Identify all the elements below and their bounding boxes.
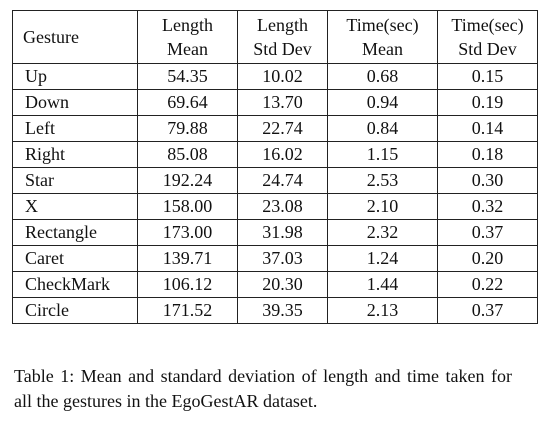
gesture-name-cell: Circle bbox=[12, 297, 138, 324]
table-row: Left 79.88 22.74 0.84 0.14 bbox=[12, 115, 538, 142]
length-std-dev-cell: 22.74 bbox=[237, 115, 328, 142]
time-std-dev-cell: 0.19 bbox=[437, 89, 538, 116]
time-std-dev-cell: 0.20 bbox=[437, 245, 538, 272]
time-mean-cell: 0.94 bbox=[327, 89, 438, 116]
gesture-name-cell: Caret bbox=[12, 245, 138, 272]
length-mean-cell: 54.35 bbox=[137, 63, 238, 90]
length-mean-cell: 173.00 bbox=[137, 219, 238, 246]
length-std-dev-cell: 31.98 bbox=[237, 219, 328, 246]
time-std-dev-cell: 0.14 bbox=[437, 115, 538, 142]
header-time-mean: Time(sec) Mean bbox=[327, 10, 438, 64]
time-std-dev-cell: 0.30 bbox=[437, 167, 538, 194]
gesture-name-cell: Up bbox=[12, 63, 138, 90]
table-row: Right 85.08 16.02 1.15 0.18 bbox=[12, 141, 538, 168]
header-line1: Length bbox=[162, 15, 213, 35]
length-mean-cell: 85.08 bbox=[137, 141, 238, 168]
header-line2: Std Dev bbox=[253, 39, 312, 59]
time-mean-cell: 2.32 bbox=[327, 219, 438, 246]
time-mean-cell: 0.68 bbox=[327, 63, 438, 90]
length-std-dev-cell: 20.30 bbox=[237, 271, 328, 298]
header-row: Gesture Length Mean Length Std Dev Time(… bbox=[12, 10, 538, 64]
length-mean-cell: 158.00 bbox=[137, 193, 238, 220]
gesture-statistics-table: Gesture Length Mean Length Std Dev Time(… bbox=[12, 10, 538, 324]
header-length-std-dev: Length Std Dev bbox=[237, 10, 328, 64]
table-row: Caret 139.71 37.03 1.24 0.20 bbox=[12, 245, 538, 272]
gesture-name-cell: Rectangle bbox=[12, 219, 138, 246]
table-row: Rectangle 173.00 31.98 2.32 0.37 bbox=[12, 219, 538, 246]
table-caption: Table 1: Mean and standard deviation of … bbox=[14, 366, 512, 411]
length-std-dev-cell: 13.70 bbox=[237, 89, 328, 116]
header-line1: Length bbox=[257, 15, 308, 35]
gesture-name-cell: CheckMark bbox=[12, 271, 138, 298]
table-row: X 158.00 23.08 2.10 0.32 bbox=[12, 193, 538, 220]
time-std-dev-cell: 0.37 bbox=[437, 219, 538, 246]
length-std-dev-cell: 37.03 bbox=[237, 245, 328, 272]
header-line2: Mean bbox=[362, 39, 403, 59]
gesture-name-cell: X bbox=[12, 193, 138, 220]
gesture-name-cell: Down bbox=[12, 89, 138, 116]
length-std-dev-cell: 10.02 bbox=[237, 63, 328, 90]
length-std-dev-cell: 16.02 bbox=[237, 141, 328, 168]
time-mean-cell: 0.84 bbox=[327, 115, 438, 142]
time-mean-cell: 2.53 bbox=[327, 167, 438, 194]
table-row: Up 54.35 10.02 0.68 0.15 bbox=[12, 63, 538, 90]
length-mean-cell: 69.64 bbox=[137, 89, 238, 116]
header-line1: Time(sec) bbox=[451, 15, 524, 35]
length-std-dev-cell: 24.74 bbox=[237, 167, 328, 194]
length-mean-cell: 139.71 bbox=[137, 245, 238, 272]
length-mean-cell: 171.52 bbox=[137, 297, 238, 324]
table-row: Down 69.64 13.70 0.94 0.19 bbox=[12, 89, 538, 116]
table-row: Circle 171.52 39.35 2.13 0.37 bbox=[12, 297, 538, 324]
table-row: Star 192.24 24.74 2.53 0.30 bbox=[12, 167, 538, 194]
length-mean-cell: 79.88 bbox=[137, 115, 238, 142]
table-header: Gesture Length Mean Length Std Dev Time(… bbox=[12, 10, 538, 64]
gesture-name-cell: Right bbox=[12, 141, 138, 168]
header-line2: Std Dev bbox=[458, 39, 517, 59]
table-row: CheckMark 106.12 20.30 1.44 0.22 bbox=[12, 271, 538, 298]
header-gesture-label: Gesture bbox=[23, 27, 79, 47]
header-line1: Time(sec) bbox=[346, 15, 419, 35]
gesture-name-cell: Left bbox=[12, 115, 138, 142]
time-mean-cell: 1.24 bbox=[327, 245, 438, 272]
header-gesture: Gesture bbox=[12, 10, 138, 64]
gesture-name-cell: Star bbox=[12, 167, 138, 194]
length-std-dev-cell: 39.35 bbox=[237, 297, 328, 324]
time-std-dev-cell: 0.18 bbox=[437, 141, 538, 168]
time-mean-cell: 1.44 bbox=[327, 271, 438, 298]
table-body: Up 54.35 10.02 0.68 0.15 Down 69.64 13.7… bbox=[12, 63, 538, 324]
time-std-dev-cell: 0.22 bbox=[437, 271, 538, 298]
length-std-dev-cell: 23.08 bbox=[237, 193, 328, 220]
length-mean-cell: 106.12 bbox=[137, 271, 238, 298]
time-std-dev-cell: 0.37 bbox=[437, 297, 538, 324]
length-mean-cell: 192.24 bbox=[137, 167, 238, 194]
header-length-mean: Length Mean bbox=[137, 10, 238, 64]
time-mean-cell: 2.10 bbox=[327, 193, 438, 220]
time-mean-cell: 1.15 bbox=[327, 141, 438, 168]
time-std-dev-cell: 0.15 bbox=[437, 63, 538, 90]
time-mean-cell: 2.13 bbox=[327, 297, 438, 324]
header-time-std-dev: Time(sec) Std Dev bbox=[437, 10, 538, 64]
header-line2: Mean bbox=[167, 39, 208, 59]
time-std-dev-cell: 0.32 bbox=[437, 193, 538, 220]
